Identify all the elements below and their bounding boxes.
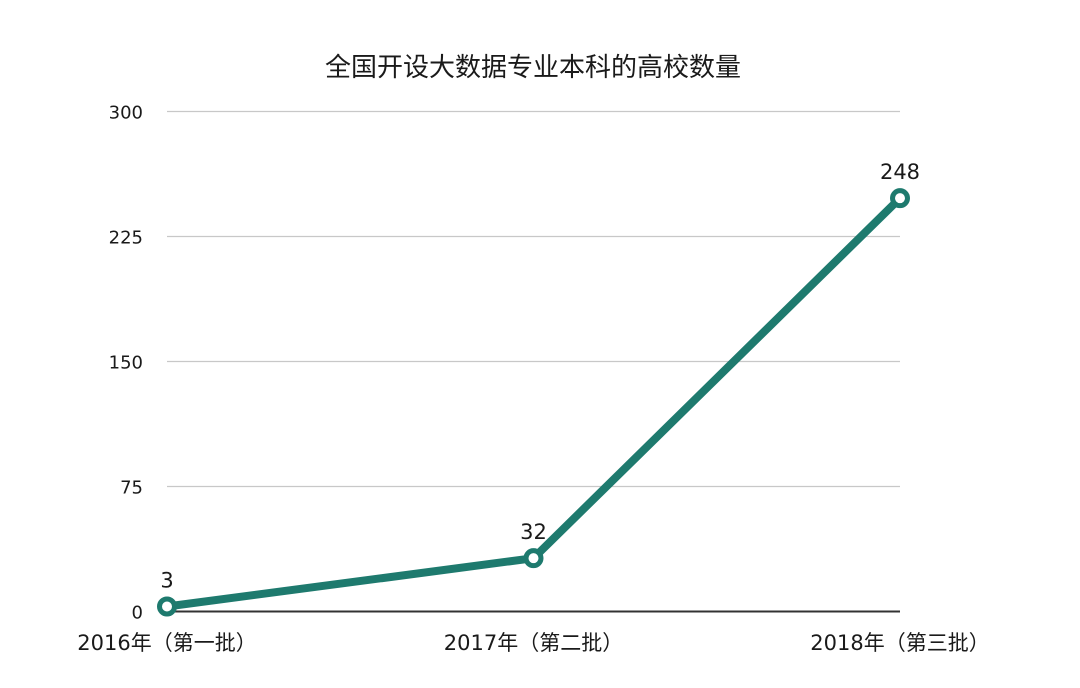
- x-tick-label: 2018年（第三批）: [810, 631, 989, 655]
- chart-title: 全国开设大数据专业本科的高校数量: [325, 53, 741, 83]
- x-tick-label: 2016年（第一批）: [77, 631, 256, 655]
- x-axis: 2016年（第一批） 2017年（第二批） 2018年（第三批）: [77, 631, 989, 655]
- data-label: 32: [520, 520, 547, 544]
- data-labels: 3 32 248: [160, 160, 920, 592]
- x-tick-label: 2017年（第二批）: [444, 631, 623, 655]
- y-axis: 0 75 150 225 300: [109, 103, 143, 624]
- y-tick-label: 75: [120, 478, 143, 499]
- y-tick-label: 150: [109, 353, 143, 374]
- data-point: [523, 548, 544, 569]
- data-label: 3: [160, 569, 173, 593]
- series-line: [163, 194, 904, 611]
- y-tick-label: 300: [109, 103, 143, 124]
- data-point: [157, 596, 177, 617]
- data-label: 248: [880, 160, 920, 184]
- y-tick-label: 0: [132, 603, 143, 624]
- gridlines: [167, 110, 900, 613]
- y-tick-label: 225: [109, 228, 143, 249]
- data-point: [890, 188, 910, 209]
- series: [157, 188, 910, 617]
